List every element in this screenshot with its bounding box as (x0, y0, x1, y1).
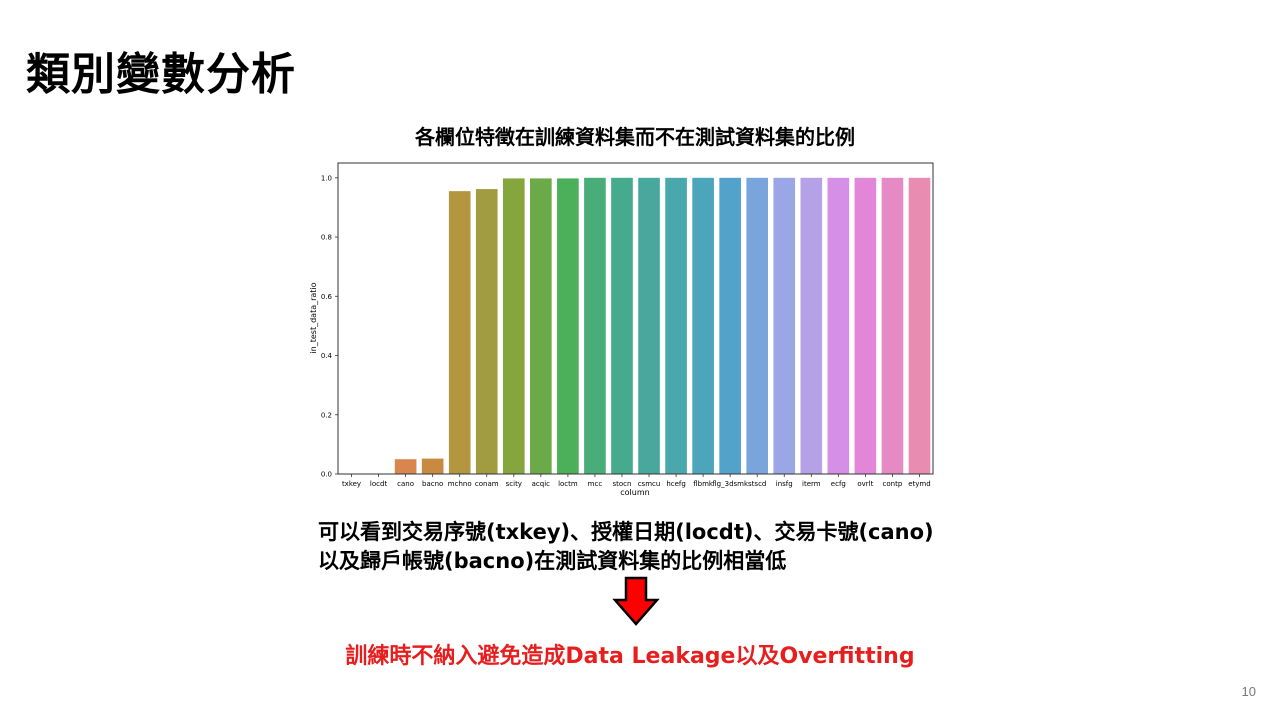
bar-cano (394, 459, 417, 474)
bar-mchno (448, 191, 471, 474)
page-number: 10 (1241, 684, 1256, 699)
x-tick-label: scity (506, 480, 522, 488)
x-tick-label: hcefg (666, 480, 686, 488)
bar-contp (881, 177, 904, 475)
slide-title: 類別變數分析 (26, 49, 296, 100)
x-tick-label: csmcu (638, 480, 661, 488)
x-tick-label: ovrlt (857, 480, 873, 488)
bar-ecfg (827, 177, 850, 475)
x-tick-label: stscd (748, 480, 766, 488)
bar-acqic (530, 178, 552, 474)
x-tick-label: ecfg (831, 480, 846, 488)
x-tick-label: flg_3dsmk (712, 480, 749, 488)
x-tick-label: insfg (776, 480, 793, 488)
x-tick-label: mchno (448, 480, 472, 488)
bar-flg_3dsmk (719, 177, 741, 475)
y-tick-label: 0.6 (321, 293, 333, 301)
bar-mcc (584, 177, 606, 475)
x-tick-label: txkey (342, 480, 361, 488)
bar-csmcu (638, 177, 660, 475)
y-tick-label: 0.2 (321, 411, 332, 419)
y-tick-label: 0.8 (321, 234, 332, 242)
x-tick-label: etymd (908, 480, 930, 488)
bar-stscd (746, 177, 769, 475)
x-tick-label: stocn (612, 480, 631, 488)
bar-ovrlt (854, 177, 877, 475)
down-arrow-icon (612, 576, 660, 626)
bar-iterm (800, 177, 823, 475)
bar-flbmk (692, 177, 714, 475)
bar-hcefg (665, 177, 687, 475)
x-tick-label: bacno (422, 480, 443, 488)
x-tick-label: flbmk (693, 480, 714, 488)
x-tick-label: iterm (802, 480, 821, 488)
y-tick-label: 0.4 (321, 352, 333, 360)
description-line-2: 以及歸戶帳號(bacno)在測試資料集的比例相當低 (318, 549, 787, 573)
x-axis-label: column (620, 488, 649, 497)
x-tick-label: acqic (532, 480, 551, 488)
bar-conam (475, 189, 498, 474)
description-line-1: 可以看到交易序號(txkey)、授權日期(locdt)、交易卡號(cano) (318, 520, 934, 544)
y-axis-label: in_test_data_ratio (309, 282, 318, 353)
bar-etymd (908, 177, 931, 475)
x-tick-label: loctm (558, 480, 578, 488)
bar-loctm (557, 178, 579, 474)
x-tick-label: conam (475, 480, 499, 488)
y-tick-label: 1.0 (321, 174, 332, 182)
x-tick-label: cano (397, 480, 414, 488)
x-tick-label: contp (883, 480, 903, 488)
bar-insfg (773, 177, 796, 475)
description: 可以看到交易序號(txkey)、授權日期(locdt)、交易卡號(cano) 以… (318, 518, 934, 576)
x-tick-label: locdt (370, 480, 388, 488)
conclusion-text: 訓練時不納入避免造成Data Leakage以及Overfitting (345, 644, 915, 669)
bar-scity (502, 178, 525, 474)
bar-bacno (421, 458, 444, 474)
x-tick-label: mcc (588, 480, 603, 488)
bar-chart: 0.00.20.40.60.81.0 txkey locdt cano bacno mc… (309, 162, 934, 497)
y-tick-label: 0.0 (321, 471, 332, 479)
bar-stocn (611, 177, 633, 475)
plot-frame (337, 162, 934, 475)
chart-title: 各欄位特徵在訓練資料集而不在測試資料集的比例 (415, 125, 855, 149)
